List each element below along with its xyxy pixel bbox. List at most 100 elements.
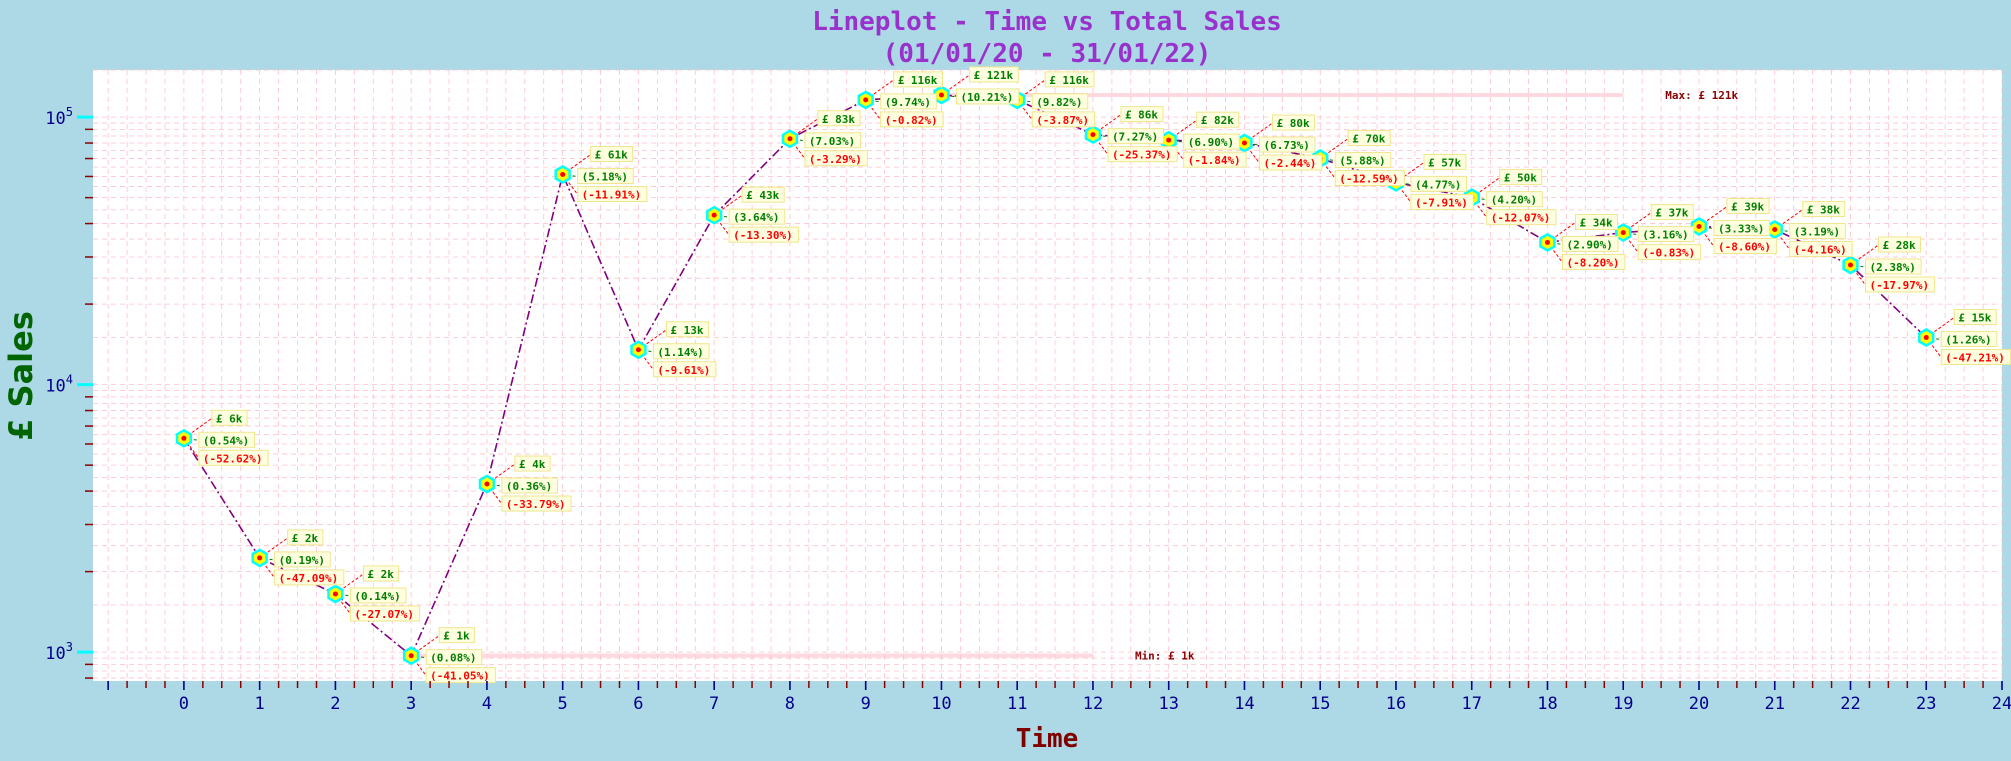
change-label-box	[1940, 349, 2011, 366]
change-label-box	[804, 150, 868, 167]
min-label: Min: £ 1k	[1135, 650, 1195, 663]
x-tick-label: 24	[1992, 694, 2011, 714]
change-label-connector	[1698, 226, 1715, 247]
value-label: £ 34k	[1579, 216, 1612, 229]
series-line-total-sales	[183, 94, 1927, 657]
share-label-box	[728, 208, 786, 225]
share-label-box	[652, 343, 710, 360]
share-label: (0.19%)	[279, 554, 325, 567]
value-label-box	[1499, 169, 1543, 186]
change-label-box	[1486, 209, 1557, 226]
share-label-box	[1713, 220, 1771, 237]
data-point-center	[332, 591, 338, 597]
x-tick-label: 0	[179, 694, 189, 714]
change-label: (-0.83%)	[1642, 247, 1695, 260]
x-tick-label: 4	[482, 694, 492, 714]
change-label-connector	[410, 655, 427, 676]
value-label: £ 2k	[367, 568, 394, 581]
x-tick-label: 7	[709, 694, 719, 714]
change-label-box	[880, 111, 944, 128]
change-label-box	[1789, 241, 1853, 258]
share-label-box	[1258, 136, 1316, 153]
change-label-connector	[713, 214, 730, 236]
change-label-connector	[183, 437, 200, 459]
share-label: (2.38%)	[1869, 261, 1915, 274]
change-label-connector	[865, 99, 882, 121]
share-label: (10.21%)	[960, 91, 1013, 104]
change-label-connector	[1395, 182, 1412, 203]
value-label-box	[817, 110, 861, 127]
change-label-connector	[1925, 337, 1942, 358]
change-label-connector	[1471, 197, 1488, 218]
value-label: £ 86k	[1125, 109, 1158, 122]
change-label: (-52.62%)	[203, 452, 263, 465]
change-label-box	[274, 569, 345, 586]
share-label: (0.14%)	[354, 590, 400, 603]
value-label: £ 4k	[519, 458, 546, 471]
change-label-box	[1258, 154, 1323, 171]
value-label: £ 28k	[1882, 239, 1915, 252]
change-label-box	[1410, 193, 1474, 210]
data-point-center	[635, 347, 641, 353]
share-label-box	[1637, 226, 1695, 243]
value-label: £ 83k	[822, 113, 855, 126]
change-label-connector	[1244, 142, 1260, 164]
change-label: (-33.79%)	[506, 498, 566, 511]
data-point-center	[1923, 335, 1929, 341]
x-tick-label: 6	[633, 694, 643, 714]
share-label-box	[1334, 152, 1392, 169]
share-label-box	[349, 587, 407, 604]
y-tick-label: 105	[45, 105, 73, 129]
share-label-box	[1561, 235, 1619, 252]
share-label-box	[1864, 258, 1922, 275]
share-label-box	[425, 649, 483, 666]
value-label: £ 80k	[1276, 117, 1309, 130]
share-label: (9.74%)	[885, 96, 931, 109]
share-label: (7.27%)	[1112, 131, 1158, 144]
max-label: Max: £ 121k	[1665, 89, 1738, 102]
value-label: £ 61k	[595, 149, 628, 162]
value-label: £ 1k	[443, 630, 470, 643]
x-tick-label: 16	[1386, 694, 1406, 714]
data-point-center	[484, 481, 490, 487]
x-tick-label: 1	[255, 694, 265, 714]
value-label-box	[1877, 236, 1921, 253]
value-label-box	[665, 321, 709, 338]
value-label: £ 70k	[1352, 133, 1385, 146]
change-label: (-1.84%)	[1188, 154, 1241, 167]
value-label: £ 43k	[746, 189, 779, 202]
value-label-box	[968, 66, 1019, 83]
change-label-connector	[1774, 229, 1791, 250]
change-label-box	[1107, 146, 1178, 163]
y-tick-label: 104	[45, 373, 73, 397]
value-label: £ 13k	[670, 324, 703, 337]
share-label: (0.36%)	[506, 480, 552, 493]
change-label-connector	[638, 349, 654, 371]
value-label: £ 6k	[216, 412, 243, 425]
value-label: £ 57k	[1428, 156, 1461, 169]
y-axis-label: £ Sales	[2, 311, 40, 441]
change-label: (-4.16%)	[1794, 244, 1847, 257]
change-label: (-3.29%)	[809, 153, 862, 166]
share-label-box	[1486, 191, 1543, 208]
x-tick-label: 3	[406, 694, 416, 714]
value-label-box	[1196, 111, 1240, 128]
data-point-center	[938, 92, 944, 98]
change-label-box	[728, 226, 799, 243]
value-label-box	[438, 627, 475, 644]
change-label: (-17.97%)	[1869, 279, 1929, 292]
y-axis: 103 104 105	[45, 105, 93, 679]
change-label: (-2.44%)	[1263, 157, 1316, 170]
share-label-box	[1789, 223, 1846, 240]
value-label-box	[893, 71, 943, 88]
change-label-box	[1334, 170, 1405, 187]
change-label-connector	[486, 483, 503, 505]
value-label: £ 121k	[973, 69, 1013, 82]
change-label: (-27.07%)	[354, 608, 414, 621]
share-label-box	[501, 477, 559, 494]
value-label-box	[1347, 130, 1391, 147]
share-label: (7.03%)	[809, 135, 855, 148]
change-label: (-11.91%)	[582, 189, 642, 202]
x-tick-label: 2	[330, 694, 340, 714]
share-label: (3.64%)	[733, 211, 779, 224]
